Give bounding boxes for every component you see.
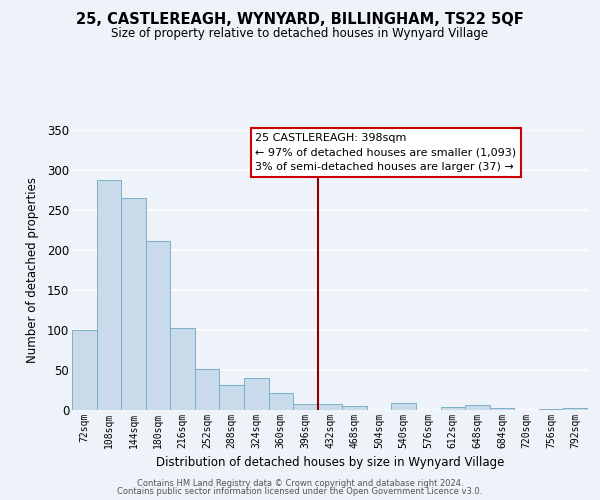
Text: Contains HM Land Registry data © Crown copyright and database right 2024.: Contains HM Land Registry data © Crown c… xyxy=(137,478,463,488)
Bar xyxy=(440,407,465,410)
X-axis label: Distribution of detached houses by size in Wynyard Village: Distribution of detached houses by size … xyxy=(156,456,504,469)
Bar xyxy=(220,385,244,410)
Bar xyxy=(391,403,416,410)
Bar xyxy=(293,404,318,410)
Bar xyxy=(146,241,170,410)
Bar xyxy=(121,198,146,410)
Bar xyxy=(490,408,514,410)
Text: 25 CASTLEREAGH: 398sqm
← 97% of detached houses are smaller (1,093)
3% of semi-d: 25 CASTLEREAGH: 398sqm ← 97% of detached… xyxy=(255,133,517,172)
Text: Contains public sector information licensed under the Open Government Licence v3: Contains public sector information licen… xyxy=(118,487,482,496)
Bar xyxy=(342,406,367,410)
Bar xyxy=(269,393,293,410)
Bar xyxy=(244,378,269,410)
Bar xyxy=(465,405,490,410)
Y-axis label: Number of detached properties: Number of detached properties xyxy=(26,177,38,363)
Bar xyxy=(563,408,588,410)
Bar xyxy=(318,404,342,410)
Bar xyxy=(72,330,97,410)
Text: Size of property relative to detached houses in Wynyard Village: Size of property relative to detached ho… xyxy=(112,28,488,40)
Text: 25, CASTLEREAGH, WYNYARD, BILLINGHAM, TS22 5QF: 25, CASTLEREAGH, WYNYARD, BILLINGHAM, TS… xyxy=(76,12,524,28)
Bar xyxy=(195,369,220,410)
Bar xyxy=(97,180,121,410)
Bar xyxy=(539,409,563,410)
Bar xyxy=(170,328,195,410)
